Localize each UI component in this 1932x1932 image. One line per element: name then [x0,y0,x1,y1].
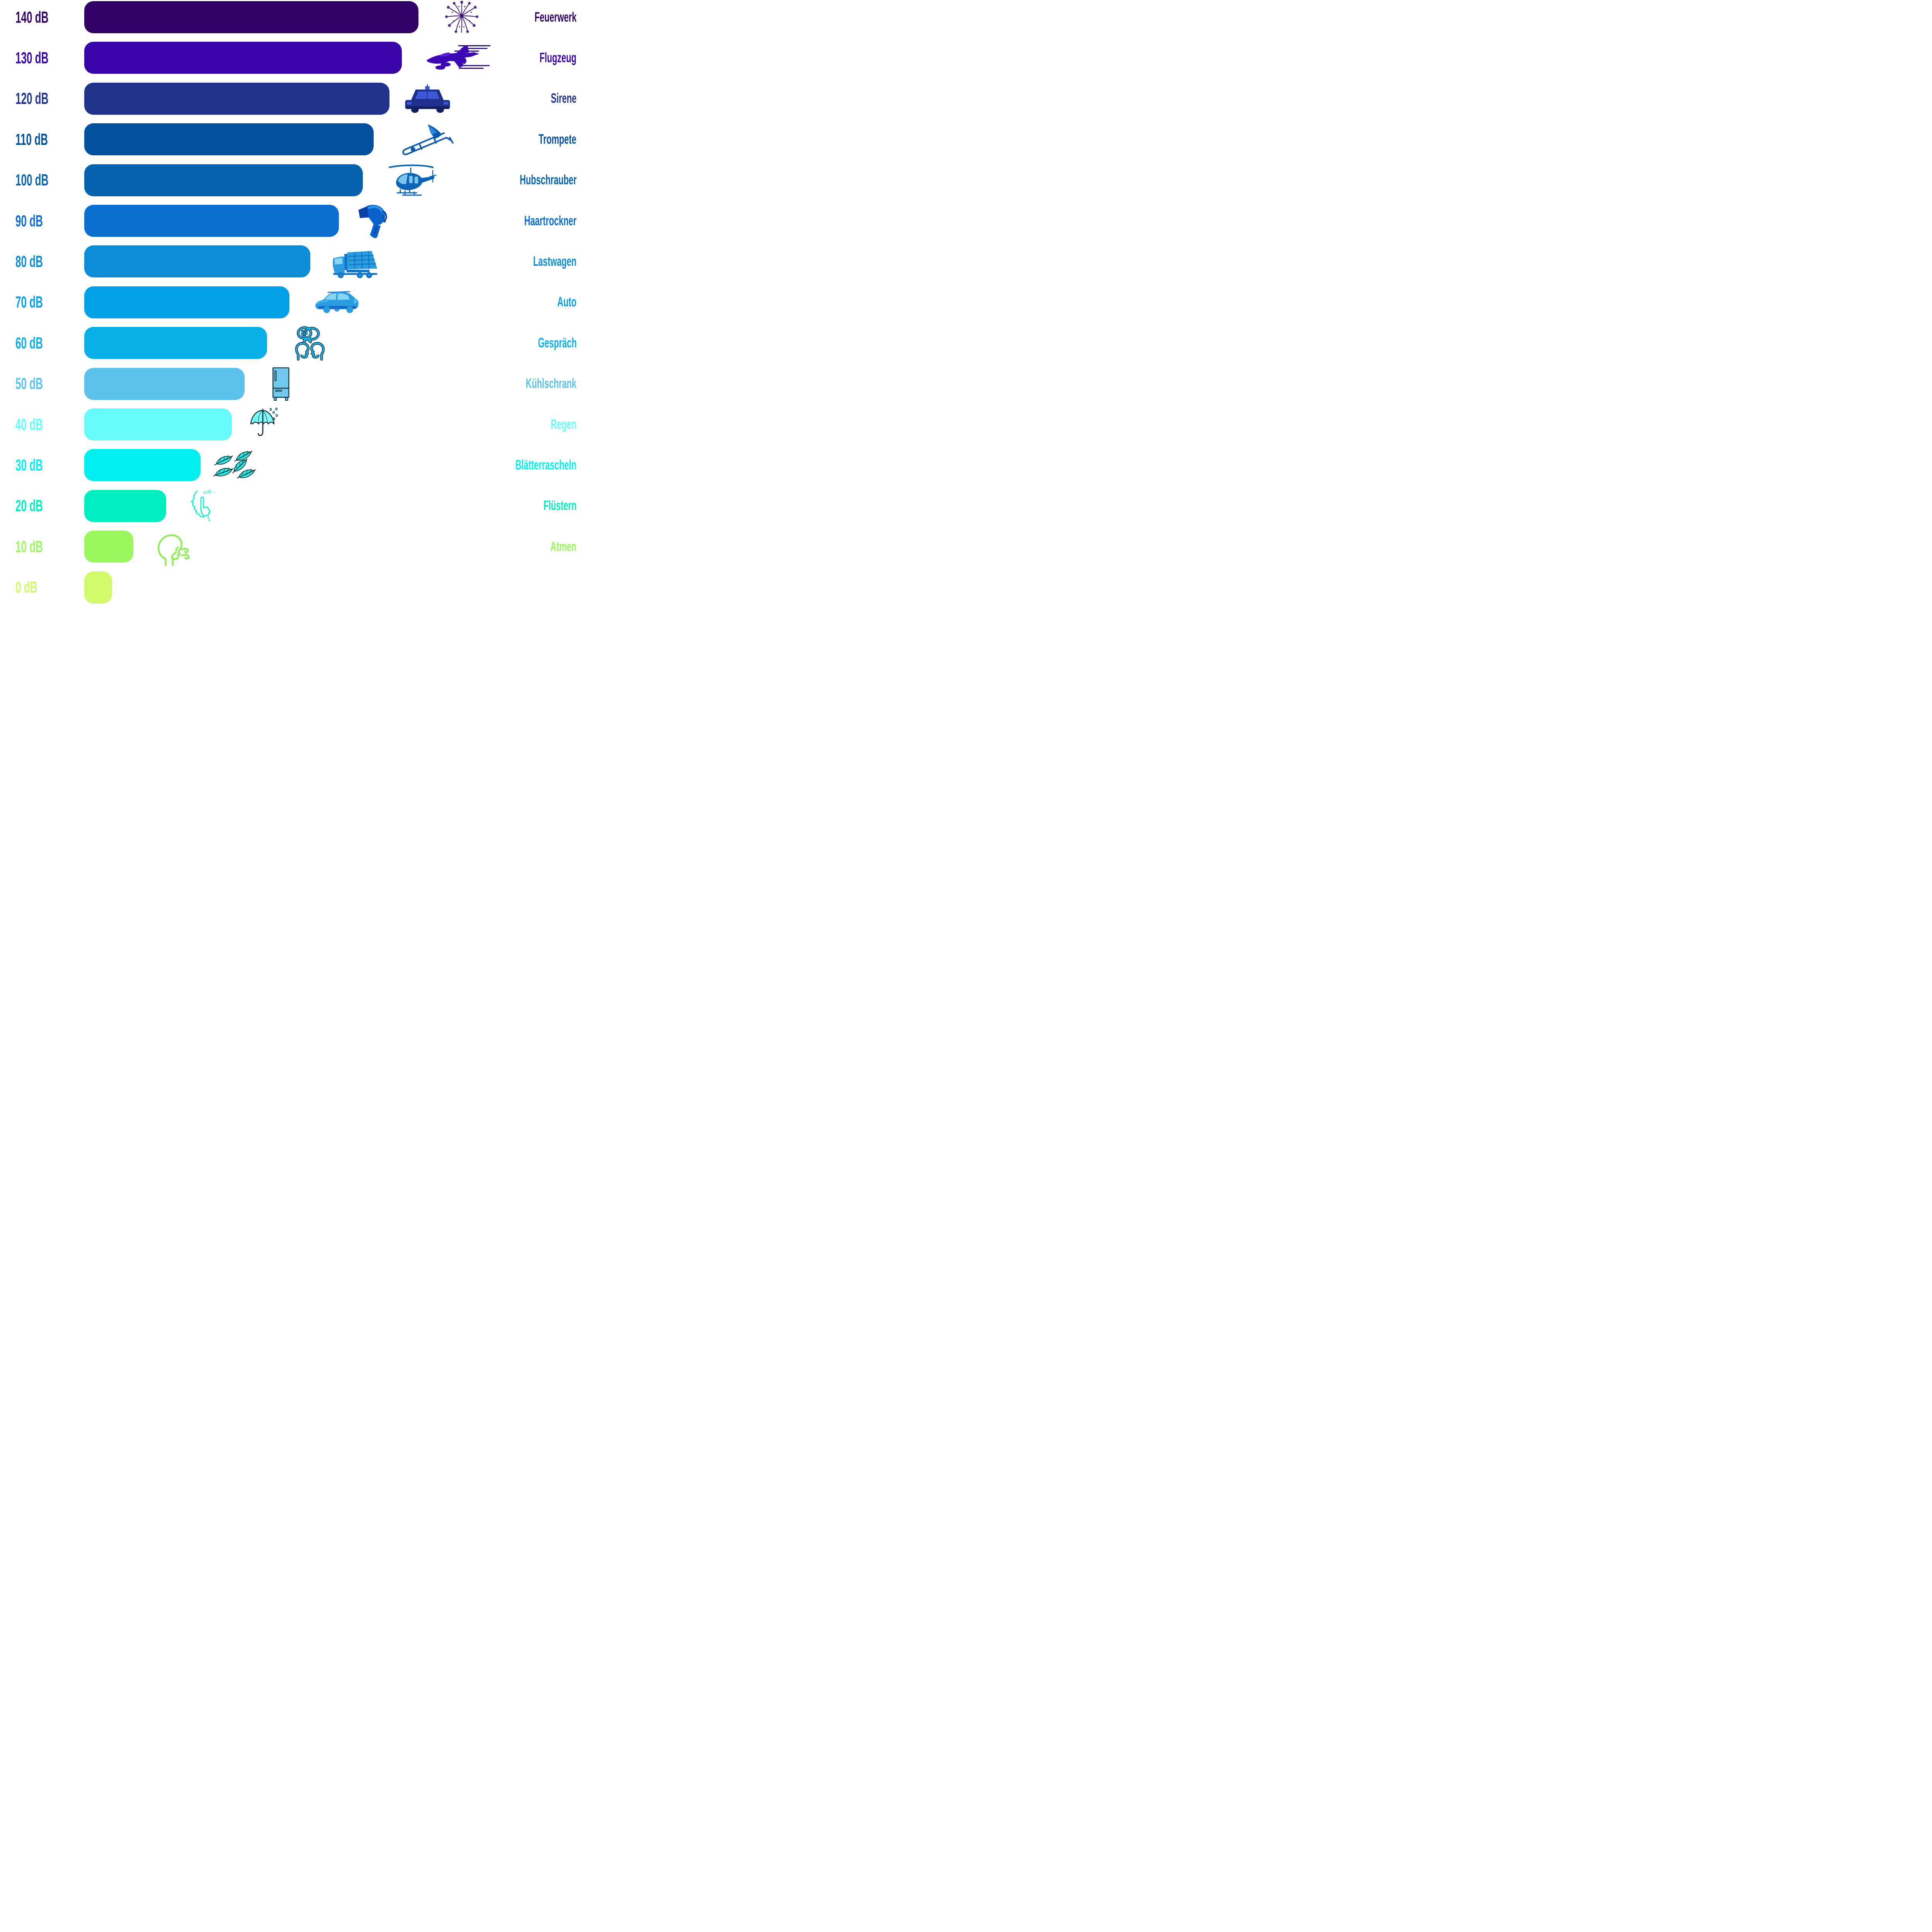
bar-30db [84,449,201,481]
chart-row-140db: 140 dB Feuerwerk [0,0,580,36]
db-axis-label-20: 20 dB [15,497,43,515]
item-label-10: Atmen [550,539,577,554]
item-label-80: Lastwagen [533,253,577,269]
item-label-60: Gespräch [537,335,577,350]
chart-row-40db: 40 dB Regen [0,407,580,441]
truck-icon [330,246,379,279]
chart-row-60db: 60 dB Gespräch [0,325,580,361]
db-axis-label-0: 0 dB [15,578,37,597]
db-axis-label-10: 10 dB [15,537,43,556]
bar-140db [84,1,418,33]
breathing-icon [155,530,192,567]
chart-row-0db: 0 dB [0,571,580,604]
bar-70db [84,286,289,318]
jet-plane-icon [425,43,491,74]
item-label-50: Kühlschrank [526,376,577,391]
bar-10db [84,531,133,563]
sound-levels-chart: 140 dB Feuerwerk 130 dB Flugzeug 120 dB Si… [0,0,580,608]
leaves-icon [213,451,257,479]
db-axis-label-110: 110 dB [15,130,48,148]
fireworks-icon [443,0,481,36]
item-label-130: Flugzeug [539,50,577,65]
bar-80db [84,245,310,278]
conversation-icon [295,325,325,361]
chart-row-110db: 110 dB Trompete [0,122,580,158]
bar-100db [84,164,363,196]
chart-row-30db: 30 dB Blätterrascheln [0,449,580,481]
chart-row-100db: 100 dB Hubschrauber [0,164,580,196]
db-axis-label-60: 60 dB [15,333,43,352]
chart-row-50db: 50 dB Kühlschrank [0,367,580,401]
bar-130db [84,42,402,74]
chart-row-10db: 10 dB Atmen [0,531,580,566]
item-label-90: Haartrockner [524,213,577,228]
db-axis-label-120: 120 dB [15,89,49,108]
whisper-sstt-text: sstt... [203,488,215,495]
chart-row-20db: 20 dB sstt... Flüstern [0,488,580,523]
chart-row-130db: 130 dB Flugzeug [0,42,580,74]
helicopter-icon [386,163,437,197]
item-label-40: Regen [551,417,577,432]
item-label-100: Hubschrauber [519,172,577,188]
refrigerator-icon [271,367,291,401]
item-label-30: Blätterrascheln [515,457,577,473]
bar-120db [84,82,389,115]
chart-row-80db: 80 dB Lastwagen [0,245,580,279]
db-axis-label-130: 130 dB [15,48,49,67]
car-icon [313,287,360,317]
db-axis-label-30: 30 dB [15,456,43,474]
hairdryer-icon [357,202,390,240]
db-axis-label-40: 40 dB [15,415,43,434]
bar-90db [84,205,339,237]
item-label-70: Auto [557,294,577,310]
bar-0db [84,571,112,604]
db-axis-label-50: 50 dB [15,374,43,393]
item-label-120: Sirene [551,91,577,106]
police-car-icon [400,83,456,114]
bar-40db [84,408,232,440]
bar-50db [84,367,245,400]
whisper-icon: sstt... [185,488,218,523]
chart-row-70db: 70 dB Auto [0,286,580,318]
db-axis-label-70: 70 dB [15,293,43,311]
bar-60db [84,327,267,359]
chart-row-90db: 90 dB Haartrockner [0,202,580,240]
chart-row-120db: 120 dB Sirene [0,82,580,115]
trombone-icon [399,122,460,158]
db-axis-label-90: 90 dB [15,211,43,230]
db-axis-label-100: 100 dB [15,171,49,189]
item-label-140: Feuerwerk [534,9,577,25]
item-label-20: Flüstern [543,498,577,514]
bar-20db [84,490,166,522]
db-axis-label-140: 140 dB [15,8,49,26]
umbrella-rain-icon [249,407,279,441]
db-axis-label-80: 80 dB [15,252,43,270]
bar-110db [84,123,374,156]
item-label-110: Trompete [539,131,577,147]
